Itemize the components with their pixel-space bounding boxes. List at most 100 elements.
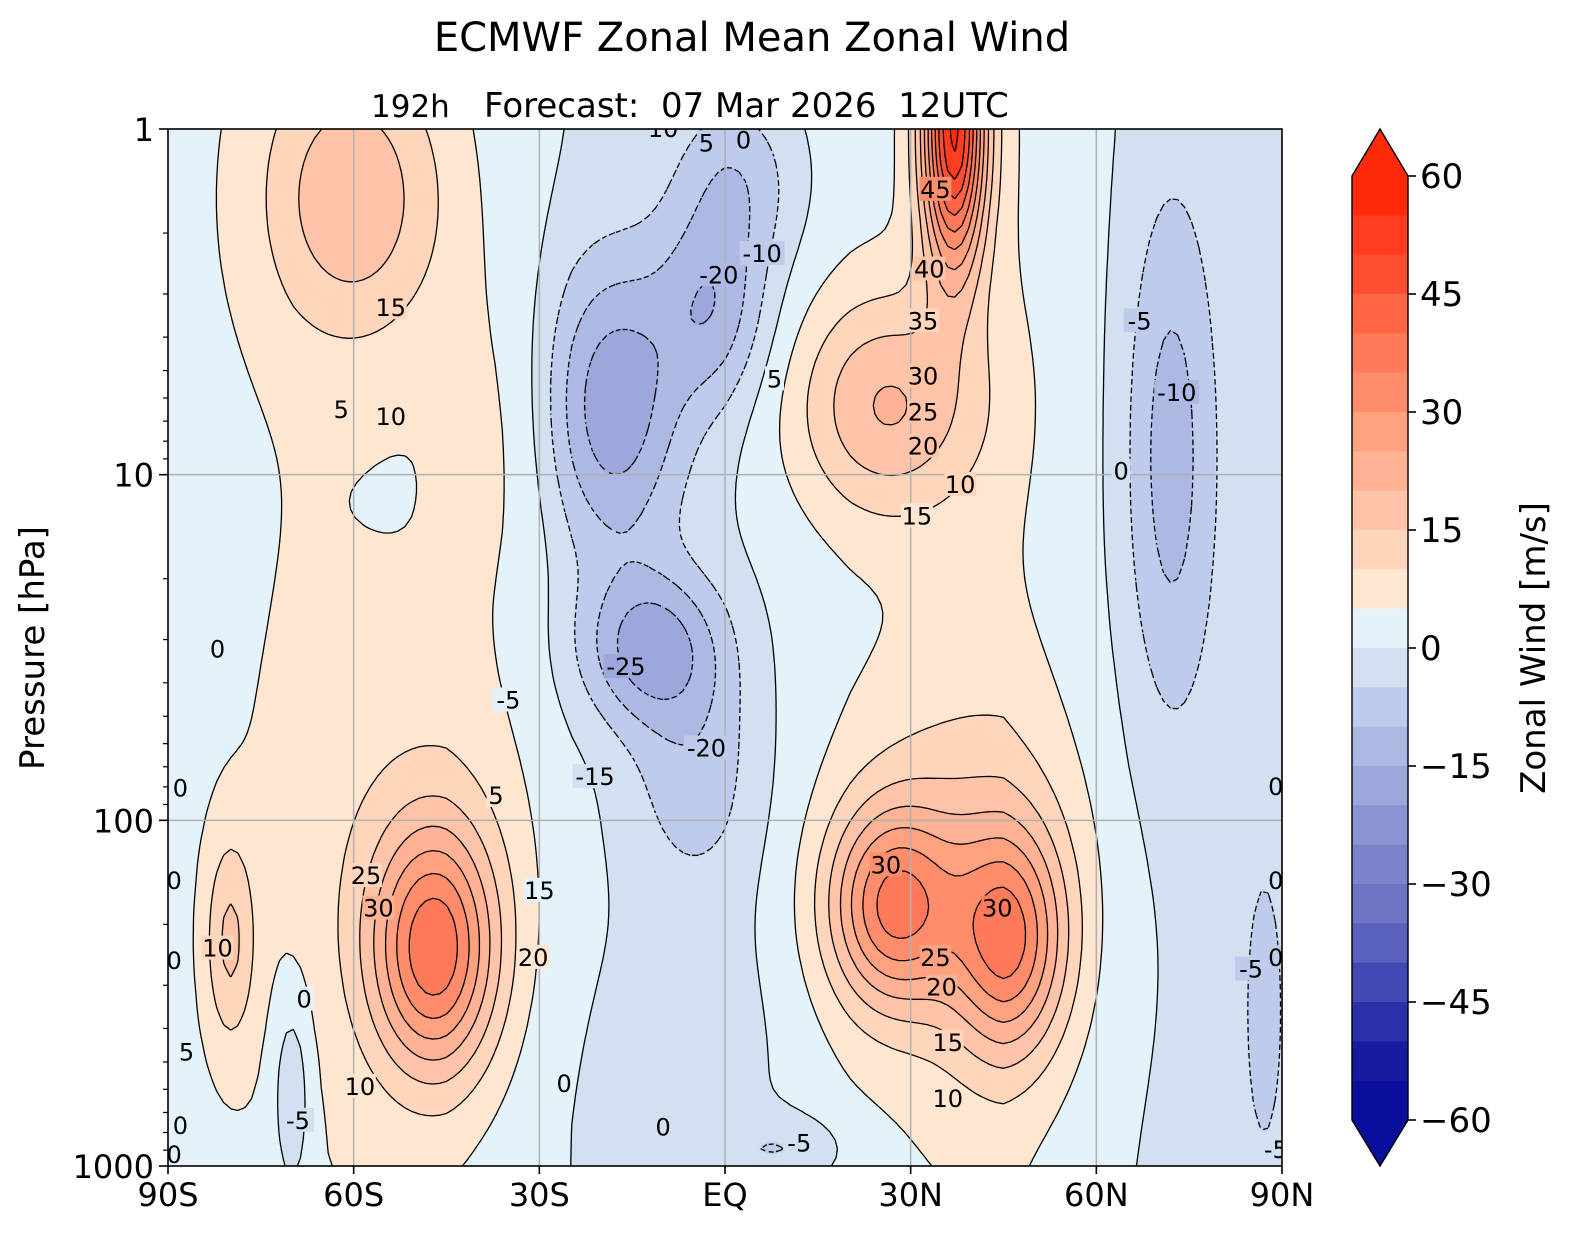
contour-label: 5 xyxy=(334,396,349,424)
contour-label: -5 xyxy=(286,1107,310,1135)
contour-label: 10 xyxy=(945,471,976,499)
contour-label: 10 xyxy=(202,935,233,963)
contour-line xyxy=(934,129,974,217)
x-tick-label: 60S xyxy=(323,1176,384,1214)
colorbar-segment xyxy=(1352,451,1408,492)
y-tick-label: 10 xyxy=(113,457,154,495)
contour-label-bg xyxy=(281,1107,314,1132)
contour-label-bg xyxy=(343,1073,376,1098)
contour-label-bg xyxy=(1266,868,1282,893)
contour-label: 30 xyxy=(908,362,939,390)
contour-label: 15 xyxy=(933,1029,964,1057)
colorbar: 60 45 30 15 0 −15 −30 −45 −60 xyxy=(1351,127,1492,1168)
contour-label-bg xyxy=(1259,1137,1282,1162)
contour-label: 10 xyxy=(648,115,679,143)
contour-label-bg xyxy=(170,775,190,800)
contour-label-bg xyxy=(362,895,395,920)
contour-label-bg xyxy=(374,403,407,428)
colorbar-extend-max xyxy=(1352,129,1408,176)
colorbar-segment xyxy=(1352,1080,1408,1121)
contour-label-bg xyxy=(1266,773,1282,798)
colorbar-segment xyxy=(1352,176,1408,216)
contour-label: 40 xyxy=(914,256,945,284)
x-tick-label: 30N xyxy=(878,1176,943,1214)
forecast-hour: 192h xyxy=(371,89,450,125)
contour-label-bg xyxy=(294,986,314,1011)
contour-label: 20 xyxy=(518,944,549,972)
contour-label: 0 xyxy=(297,986,312,1014)
contour-label-bg xyxy=(734,129,754,152)
contour-label-bg xyxy=(783,1130,816,1155)
contour-label-bg xyxy=(1235,956,1268,981)
x-tick-label: 60N xyxy=(1064,1176,1129,1214)
contour-label-bg xyxy=(919,944,952,969)
colorbar-tick-label: 0 xyxy=(1420,629,1442,669)
x-tick-label: EQ xyxy=(702,1176,747,1214)
contour-label-bg xyxy=(1154,379,1200,404)
contour-label-bg xyxy=(907,308,940,333)
chart-title: ECMWF Zonal Mean Zonal Wind xyxy=(434,15,1070,61)
contour-label: 0 xyxy=(167,947,182,975)
contour-label: 0 xyxy=(736,127,751,155)
colorbar-segment xyxy=(1352,844,1408,885)
contour-label: 0 xyxy=(1268,944,1283,972)
contour-label-bg xyxy=(177,1039,197,1064)
colorbar-segment xyxy=(1352,254,1408,295)
contour-label: 0 xyxy=(210,635,225,663)
colorbar-segment xyxy=(1352,569,1408,610)
contour-label: -25 xyxy=(606,653,645,681)
contour-label: 30 xyxy=(982,895,1013,923)
contour-label-bg xyxy=(907,399,940,424)
y-axis-label: Pressure [hPa] xyxy=(13,526,53,770)
x-tick-label: 90S xyxy=(137,1176,198,1214)
contour-label: 25 xyxy=(908,398,939,426)
contour-label-bg xyxy=(350,863,383,888)
colorbar-tick-label: 30 xyxy=(1420,393,1463,433)
contour-label-bg xyxy=(696,130,716,155)
contour-label-bg xyxy=(208,636,228,661)
contour-label-bg xyxy=(374,295,407,320)
contour-label-bg xyxy=(1111,458,1131,483)
contour-label-bg xyxy=(331,396,351,421)
y-tick-label: 1 xyxy=(134,111,154,149)
y-tick-label: 100 xyxy=(93,802,154,840)
colorbar-tick-label: −15 xyxy=(1420,747,1492,787)
colorbar-segment xyxy=(1352,530,1408,570)
colorbar-segment xyxy=(1352,294,1408,334)
contour-label-bg xyxy=(554,1071,574,1096)
forecast-date: Forecast: 07 Mar 2026 12UTC xyxy=(484,86,1009,126)
contour-label-bg xyxy=(931,1086,964,1111)
colorbar-segment xyxy=(1352,648,1408,688)
contour-label-bg xyxy=(201,935,234,960)
contour-label-bg xyxy=(925,974,958,999)
contour-label: 0 xyxy=(556,1070,571,1098)
contour-label: 20 xyxy=(908,433,939,461)
contour-label-bg xyxy=(572,764,618,789)
contour-line xyxy=(565,167,1194,746)
contour-label: 10 xyxy=(345,1073,376,1101)
grid-lines xyxy=(168,129,1282,1166)
colorbar-segment xyxy=(1352,1002,1408,1042)
contour-label: -10 xyxy=(1157,379,1196,407)
contour-label: -5 xyxy=(787,1129,811,1157)
contour-label: -20 xyxy=(699,261,738,289)
contour-line xyxy=(396,129,1039,1020)
contour-label: 15 xyxy=(524,877,555,905)
contour-label: -5 xyxy=(1239,955,1263,983)
colorbar-segment xyxy=(1352,766,1408,806)
contour-label: 35 xyxy=(908,307,939,335)
contour-label-bg xyxy=(170,1112,190,1137)
contour-line xyxy=(949,129,959,152)
contour-label: 30 xyxy=(363,895,394,923)
contour-line xyxy=(208,129,1083,1117)
colorbar-segment xyxy=(1352,923,1408,964)
contour-label: 15 xyxy=(376,294,407,322)
contour-label: 30 xyxy=(871,851,902,879)
contour-label: 10 xyxy=(376,403,407,431)
colorbar-label: Zonal Wind [m/s] xyxy=(1514,502,1554,794)
contour-label-bg xyxy=(523,877,556,902)
contour-label-bg xyxy=(919,176,952,201)
